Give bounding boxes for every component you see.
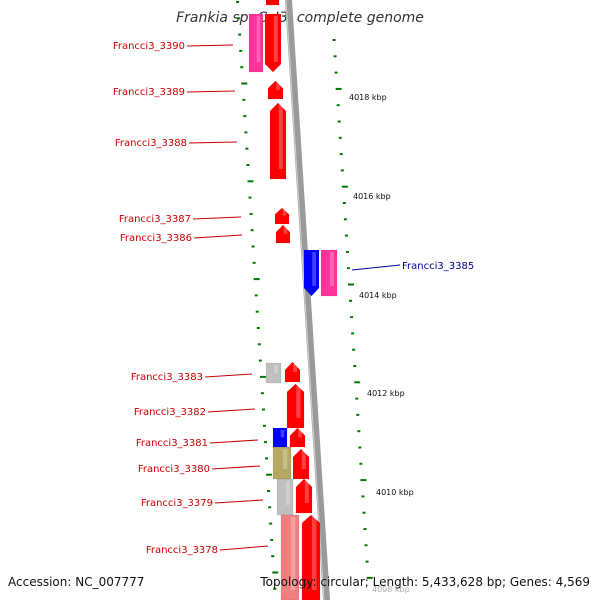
label-leader-line [186, 44, 234, 47]
gene-label: Francci3_3382 [134, 407, 206, 418]
scale-label: 4018 kbp [349, 93, 387, 102]
label-leader-line [211, 465, 261, 470]
label-leader-line [188, 141, 238, 144]
gene-labels: Francci3_3390 Francci3_3389 Francci3_3388 F… [113, 41, 474, 556]
gene-3380 [292, 448, 310, 480]
backbone-highlight [285, 0, 325, 600]
gene-3383 [284, 361, 301, 383]
label-leader-line [209, 439, 259, 444]
gene-label: Francci3_3378 [146, 545, 218, 556]
gene-label: Francci3_3385 [402, 261, 474, 272]
scale-ticks [236, 1, 373, 590]
gene-3380-olive-shine [282, 449, 288, 469]
scale-label: 4014 kbp [359, 291, 397, 300]
gene-3383-gray-shine [274, 365, 278, 373]
gene-3387 [274, 207, 290, 225]
label-leader-line [193, 234, 243, 239]
scale-label: 4008 kbp [372, 585, 410, 594]
gene-3382 [286, 383, 305, 429]
gene-3379-gray-shine [285, 481, 290, 505]
accession-text: Accession: NC_007777 [8, 575, 145, 589]
label-leader-line [186, 90, 236, 93]
gene-3378 [301, 514, 321, 600]
gene-3378-salmon-shine [290, 517, 296, 590]
gene-label: Francci3_3381 [136, 438, 208, 449]
gene-3380-shine [301, 451, 306, 469]
gene-3390-pink [248, 13, 264, 73]
gene-3383-shine [293, 364, 297, 372]
gene-3387-shine [282, 210, 287, 216]
gene-3386 [275, 224, 291, 244]
gene-3381 [289, 427, 306, 448]
scale-label: 4016 kbp [353, 192, 391, 201]
gene-label: Francci3_3388 [115, 138, 187, 149]
scale-labels: 4018 kbp 4016 kbp 4014 kbp 4012 kbp 4010 kbp… [349, 93, 414, 594]
gene-3388-shine [278, 105, 283, 169]
label-leader-line [351, 264, 401, 271]
label-leaders [186, 44, 401, 551]
gene-3385-blue [303, 249, 320, 297]
gene-3378-shine [311, 517, 317, 590]
gene-label: Francci3_3390 [113, 41, 185, 52]
map-title: Frankia sp. CcI3, complete genome [176, 10, 424, 26]
gene-label: Francci3_3387 [119, 214, 191, 225]
gene-3385-blue-shine [312, 252, 316, 286]
gene-3380-olive [272, 446, 292, 480]
backbone-strand [285, 0, 330, 600]
gene-label: Francci3_3380 [138, 464, 210, 475]
gene-3379 [295, 478, 313, 514]
genome-backbone [285, 0, 330, 600]
scale-label: 4012 kbp [367, 389, 405, 398]
gene-3390-shine [273, 16, 278, 62]
gene-3390 [264, 13, 282, 73]
gene-3389-shine [276, 83, 280, 90]
label-leader-line [192, 216, 242, 220]
gene-3379-gray [276, 478, 294, 516]
label-leader-line [207, 408, 256, 413]
gene-label: Francci3_3386 [120, 233, 192, 244]
label-leader-line [219, 545, 269, 551]
label-leader-line [214, 499, 264, 504]
gene-3381-blue [272, 427, 288, 448]
scale-label: 4010 kbp [376, 488, 414, 497]
gene-label: Francci3_3389 [113, 87, 185, 98]
gene-3389 [267, 80, 284, 100]
gene-3381-shine [298, 430, 302, 438]
gene-label: Francci3_3379 [141, 498, 213, 509]
gene-label: Francci3_3383 [131, 372, 203, 383]
gene-3381-blue-shine [280, 430, 285, 438]
gene-3379-shine [304, 481, 309, 503]
genome-summary: Topology: circular; Length: 5,433,628 bp… [260, 575, 590, 589]
gene-3386-shine [283, 227, 288, 234]
gene-3382-shine [296, 386, 301, 418]
gene-3378-salmon [280, 514, 300, 600]
gene-3390-pink-shine [256, 16, 261, 62]
label-leader-line [204, 373, 253, 378]
gene-3383-gray [265, 362, 282, 384]
gene-3385-pink-shine [329, 252, 334, 286]
gene-block-top [265, 0, 280, 6]
gene-features [248, 0, 338, 600]
gene-3385-pink [320, 249, 338, 297]
gene-3388 [269, 102, 287, 180]
